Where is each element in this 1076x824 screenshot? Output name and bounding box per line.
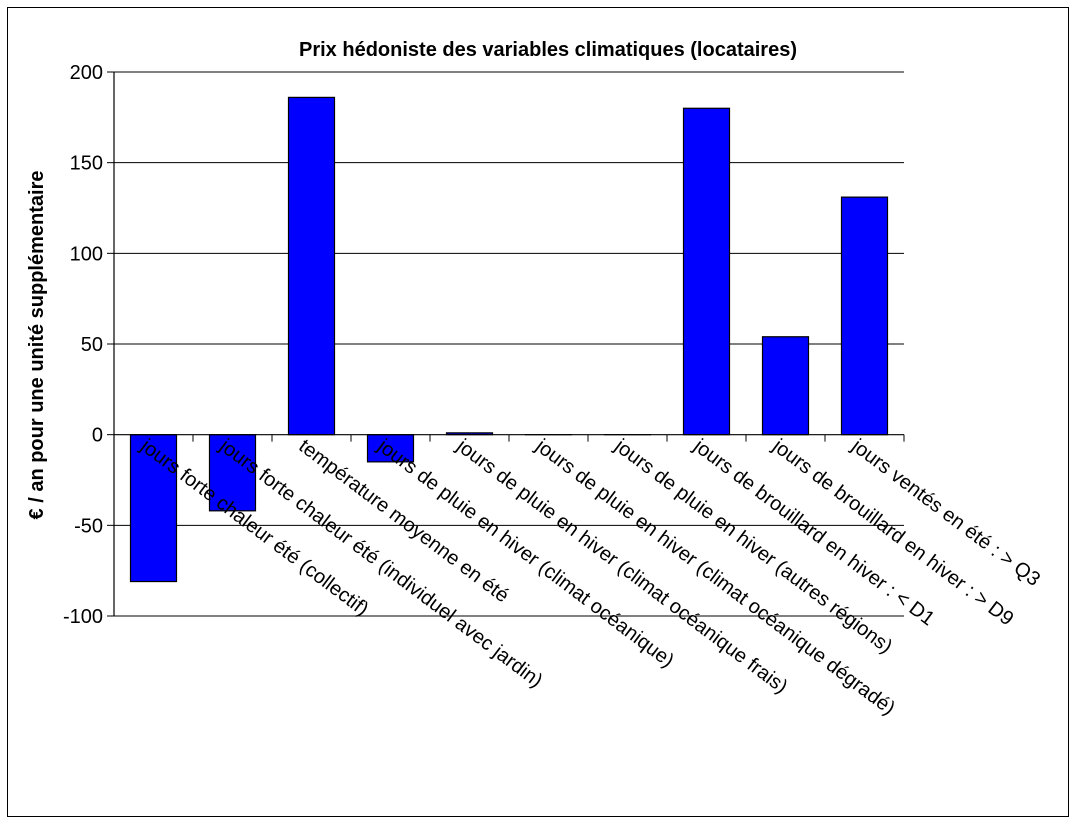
chart-frame (7, 7, 1069, 817)
bar (366, 434, 415, 463)
y-tick-label: -100 (63, 606, 103, 628)
bar (682, 107, 731, 436)
bars (129, 96, 889, 583)
bar (129, 434, 178, 583)
axes (107, 71, 905, 617)
y-tick-label: 50 (81, 334, 103, 356)
x-tick-label: jours de pluie en hiver (climat océaniqu… (531, 434, 899, 719)
gridlines (114, 71, 904, 617)
y-tick-labels: 200 150 100 50 0 -50 -100 (63, 62, 103, 628)
x-tick-label: jours de pluie en hiver (climat océaniqu… (373, 434, 678, 672)
chart-title: Prix hédoniste des variables climatiques… (299, 39, 797, 61)
bar (761, 336, 810, 436)
bar (287, 96, 336, 436)
y-axis-label: € / an pour une unité supplémentaire (26, 171, 48, 520)
bar (840, 196, 889, 436)
y-tick-label: 150 (70, 153, 103, 175)
bar (208, 434, 257, 512)
y-tick-label: 100 (70, 243, 103, 265)
y-tick-label: 200 (70, 62, 103, 84)
y-tick-label: -50 (74, 515, 103, 537)
x-tick-label: jours de pluie en hiver (autres régions) (610, 434, 897, 658)
x-tick-labels: jours forte chaleur été (collectif)jours… (136, 434, 1044, 719)
y-tick-label: 0 (92, 425, 103, 447)
